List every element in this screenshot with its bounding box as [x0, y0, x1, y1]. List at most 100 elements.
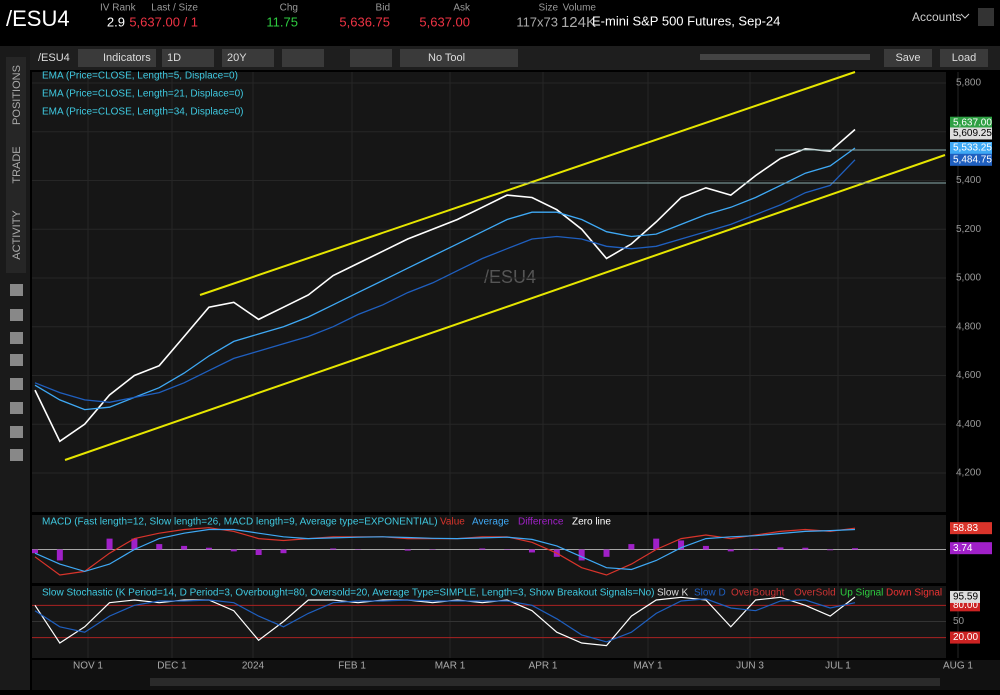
histogram-bar	[256, 550, 262, 555]
legend-entry: Average	[472, 517, 510, 528]
field-value: 5,636.75	[339, 14, 390, 29]
histogram-bar	[628, 544, 634, 549]
histogram-bar	[32, 550, 38, 554]
histogram-bar	[231, 550, 237, 552]
scroll-bar[interactable]	[700, 54, 870, 60]
side-icon[interactable]	[10, 378, 23, 390]
histogram-bar	[703, 546, 709, 550]
histogram-bar	[107, 539, 113, 550]
legend-entry: Down Signal	[886, 588, 942, 599]
time-scrollbar[interactable]	[150, 678, 940, 686]
legend-entry: EMA (Price=CLOSE, Length=5, Displace=0)	[42, 71, 238, 82]
time-label: NOV 1	[73, 661, 103, 672]
y-tick-label: 4,400	[956, 419, 981, 430]
y-tick-label: 4,800	[956, 321, 981, 332]
time-label: JUN 3	[736, 661, 764, 672]
legend-entry: Slow K	[657, 588, 688, 599]
time-label: DEC 1	[157, 661, 187, 672]
histogram-bar	[728, 550, 734, 552]
axis-value-label: 5,609.25	[953, 128, 992, 139]
load-label: Load	[952, 52, 976, 64]
time-label: APR 1	[529, 661, 558, 672]
save-label: Save	[895, 52, 920, 64]
indicators-label: Indicators	[103, 52, 151, 64]
histogram-bar	[479, 548, 485, 549]
field-label: Size	[539, 3, 559, 14]
side-icon[interactable]	[10, 284, 23, 296]
histogram-bar	[206, 548, 212, 550]
y-tick-label: 50	[953, 616, 965, 627]
y-tick-label: 5,400	[956, 175, 981, 186]
field-label: Volume	[563, 3, 597, 14]
histogram-bar	[753, 549, 759, 550]
axis-value-label: 95.59	[953, 592, 978, 603]
time-label: AUG 1	[943, 661, 973, 672]
price-panel	[32, 72, 946, 512]
histogram-bar	[827, 550, 833, 551]
y-tick-label: 5,000	[956, 273, 981, 284]
y-tick-label: 5,800	[956, 78, 981, 89]
legend-entry: Zero line	[572, 517, 611, 528]
symbol: /ESU4	[6, 6, 70, 31]
tool-label: No Tool	[428, 52, 465, 64]
legend-entry: OverBought	[731, 588, 785, 599]
time-label: MAR 1	[435, 661, 466, 672]
axis-value-label: 3.74	[953, 543, 973, 554]
histogram-bar	[604, 550, 610, 557]
time-label: FEB 1	[338, 661, 366, 672]
axis-value-label: 5,533.25	[953, 143, 992, 154]
legend-entry: Value	[440, 517, 465, 528]
field-label: Last / Size	[151, 3, 198, 14]
side-tab-label: ACTIVITY	[11, 210, 23, 260]
legend-entry: Up Signal	[840, 588, 883, 599]
histogram-bar	[57, 550, 63, 561]
histogram-bar	[579, 550, 585, 561]
side-icon[interactable]	[10, 402, 23, 414]
toolbar-symbol[interactable]: /ESU4	[38, 52, 70, 64]
period-label: 1D	[167, 52, 181, 64]
field-label: IV Rank	[100, 3, 137, 14]
y-tick-label: 5,200	[956, 224, 981, 235]
legend-entry: Difference	[518, 517, 564, 528]
histogram-bar	[802, 548, 808, 550]
side-tab-label: TRADE	[11, 146, 23, 183]
accounts-menu[interactable]: Accounts	[912, 10, 961, 24]
histogram-bar	[777, 547, 783, 549]
field-label: Chg	[280, 3, 298, 14]
histogram-bar	[852, 548, 858, 549]
field-value: 124K	[561, 14, 596, 31]
y-tick-label: 4,200	[956, 468, 981, 479]
menu-button[interactable]	[978, 8, 994, 26]
drawing-select[interactable]	[350, 49, 392, 67]
histogram-bar	[653, 539, 659, 550]
description: E-mini S&P 500 Futures, Sep-24	[592, 13, 780, 28]
histogram-bar	[330, 548, 336, 549]
field-value: 5,637.00 / 1	[129, 14, 198, 29]
field-value: 2.9	[107, 14, 125, 29]
side-icon[interactable]	[10, 332, 23, 344]
range-label: 20Y	[227, 52, 247, 64]
field-value: 11.75	[266, 14, 298, 29]
panel-title: Slow Stochastic (K Period=14, D Period=3…	[42, 588, 655, 599]
side-icon[interactable]	[10, 354, 23, 366]
legend-entry: OverSold	[794, 588, 836, 599]
field-label: Ask	[453, 3, 471, 14]
axis-value-label: 5,484.75	[953, 154, 992, 165]
histogram-bar	[181, 546, 187, 550]
side-icon[interactable]	[10, 449, 23, 461]
last-price-label: 5,637.00	[953, 117, 992, 128]
axis-value-label: 58.83	[953, 523, 978, 534]
time-label: 2024	[242, 661, 265, 672]
style-select[interactable]	[282, 49, 324, 67]
histogram-bar	[405, 550, 411, 551]
y-tick-label: 20.00	[953, 632, 978, 643]
legend-entry: EMA (Price=CLOSE, Length=21, Displace=0)	[42, 89, 244, 100]
legend-entry: EMA (Price=CLOSE, Length=34, Displace=0)	[42, 107, 244, 118]
field-label: Bid	[376, 3, 390, 14]
side-icon[interactable]	[10, 426, 23, 438]
histogram-bar	[280, 550, 286, 554]
side-icon[interactable]	[10, 309, 23, 321]
side-tab-label: POSITIONS	[11, 65, 23, 125]
panel-title: MACD (Fast length=12, Slow length=26, MA…	[42, 517, 438, 528]
